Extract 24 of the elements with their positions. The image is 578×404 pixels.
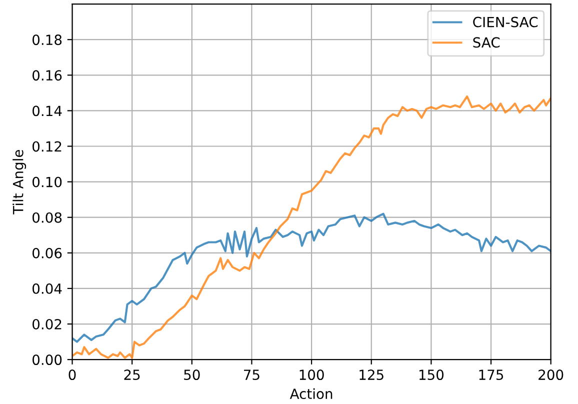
y-tick-label: 0.12 [32,141,62,152]
x-tick-label: 0 [68,370,76,380]
y-tick-label: 0.10 [32,176,62,188]
x-tick-label: 100 [300,370,324,380]
x-tick-label: 150 [419,370,444,380]
y-tick-label: 0.02 [32,318,62,330]
x-tick-label: 125 [360,370,384,380]
y-tick-label: 0.04 [32,283,62,294]
x-axis-title: Action [290,388,332,400]
legend-label: CIEN-SAC [473,16,538,28]
x-tick-label: 25 [124,370,140,380]
y-tick-label: 0.06 [32,248,62,258]
x-tick-label: 50 [184,370,200,380]
y-tick-label: 0.16 [32,70,62,81]
line-series [72,212,551,343]
x-tick-label: 200 [538,370,564,380]
y-axis-title: Tilt Angle [12,150,26,214]
y-tick-label: 0.18 [32,34,62,46]
y-tick-label: 0.00 [32,354,62,366]
y-tick-label: 0.14 [32,106,62,116]
x-tick-label: 75 [244,370,260,380]
y-tick-label: 0.08 [32,212,62,223]
legend-label: SAC [473,37,500,48]
x-tick-label: 175 [479,370,504,380]
